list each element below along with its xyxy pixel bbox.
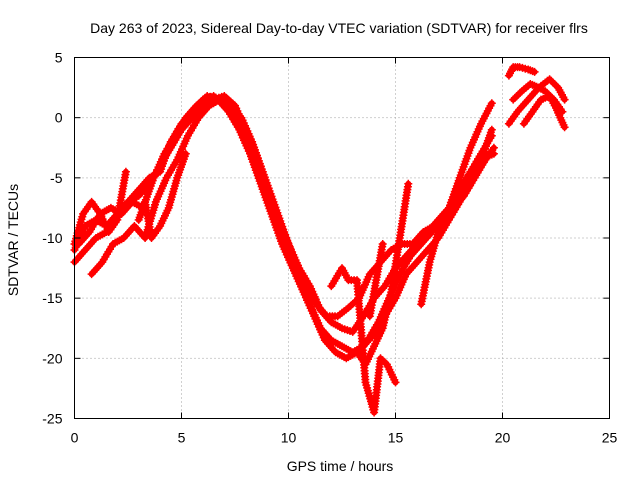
x-tick-label: 10 xyxy=(281,430,297,446)
y-axis-label: SDTVAR / TECUs xyxy=(5,184,21,296)
x-tick-label: 15 xyxy=(388,430,404,446)
x-axis-label: GPS time / hours xyxy=(287,458,394,474)
y-tick-label: -20 xyxy=(42,350,62,366)
series-arc-9 xyxy=(365,240,387,321)
x-tick-label: 0 xyxy=(71,430,79,446)
y-tick-label: -15 xyxy=(42,290,62,306)
series-markers xyxy=(353,179,413,369)
x-tick-label: 25 xyxy=(602,430,618,446)
series-markers xyxy=(504,63,539,80)
series-arc-8 xyxy=(353,179,413,369)
axis-ticks: 0 5 10 15 20 25 5 0 -5 -10 -15 -20 -25 xyxy=(42,50,617,446)
y-tick-label: -10 xyxy=(42,230,62,246)
series-markers xyxy=(519,92,569,132)
y-tick-label: 0 xyxy=(55,110,63,126)
series-markers xyxy=(134,149,190,242)
series-markers xyxy=(417,99,496,309)
series-markers xyxy=(327,264,400,417)
series-markers xyxy=(365,240,387,321)
series-arc-11 xyxy=(504,63,539,80)
series-arc-14 xyxy=(519,92,569,132)
chart-title: Day 263 of 2023, Sidereal Day-to-day VTE… xyxy=(90,20,588,36)
series-arc-6 xyxy=(134,149,190,242)
data-series xyxy=(70,63,569,417)
x-tick-label: 20 xyxy=(495,430,511,446)
series-arc-10 xyxy=(417,99,496,309)
x-tick-label: 5 xyxy=(178,430,186,446)
y-tick-label: -25 xyxy=(42,411,62,427)
y-tick-label: -5 xyxy=(50,170,63,186)
y-tick-label: 5 xyxy=(55,50,63,66)
series-arc-7 xyxy=(327,264,400,417)
